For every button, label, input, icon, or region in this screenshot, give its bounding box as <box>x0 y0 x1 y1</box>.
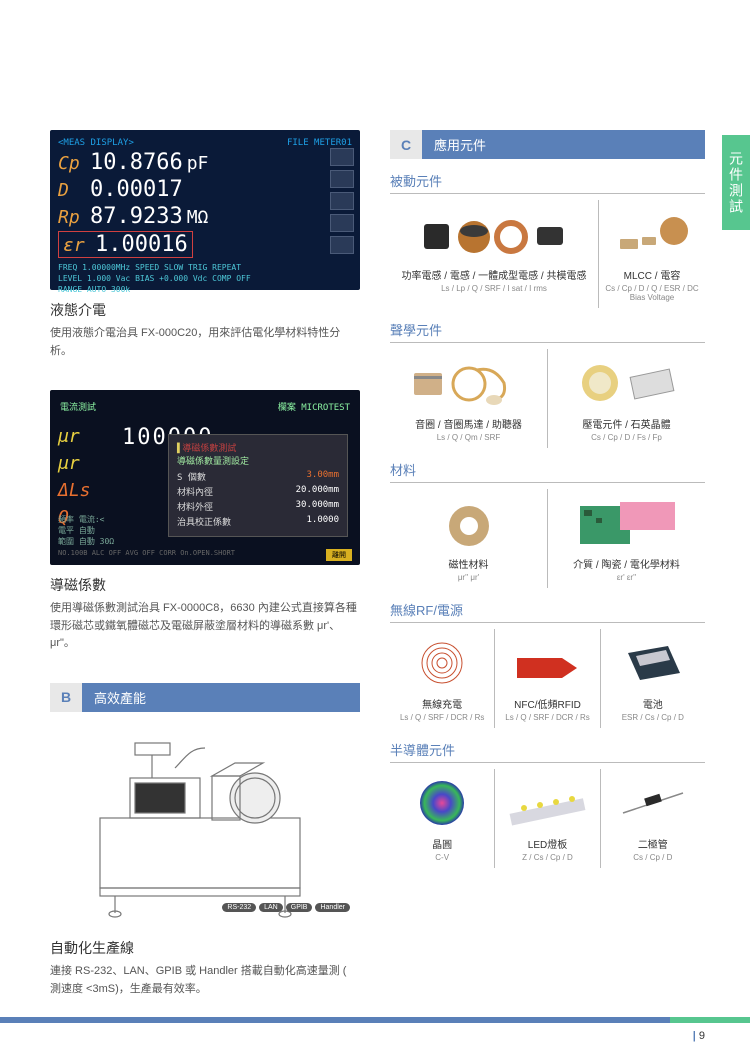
lcd1-header-left: <MEAS DISPLAY> <box>58 138 134 148</box>
lcd1-val-rp: 87.9233 <box>90 204 183 229</box>
lcd-display-meas: <MEAS DISPLAY> FILE METER01 Cp10.8766pF … <box>50 130 360 290</box>
lcd1-unit-rp: MΩ <box>187 207 209 228</box>
diode-illustration <box>603 775 703 830</box>
lcd2-settings-panel: ▌導磁係數測試 導磁係數量測設定 S 個數3.00mm 材料內徑20.000mm… <box>168 434 348 537</box>
heading-semi: 半導體元件 <box>390 740 705 763</box>
lcd1-unit-cp: pF <box>187 153 209 174</box>
heading-material: 材料 <box>390 460 705 483</box>
desc-liquid: 使用液態介電治具 FX-000C20，用來評估電化學材料特性分析。 <box>50 325 360 360</box>
lcd2-exit-button: 離開 <box>326 549 352 561</box>
heading-acoustic: 聲學元件 <box>390 320 705 343</box>
mlcc-illustration <box>601 206 703 261</box>
desc-mag: 使用導磁係數測試治具 FX-0000C8，6630 內建公式直接算各種環形磁芯或… <box>50 600 360 653</box>
section-b-header: B 高效產能 <box>50 683 360 712</box>
grid-rf: 無線充電 Ls / Q / SRF / DCR / Rs NFC/低頻RFID … <box>390 629 705 728</box>
wireless-charge-illustration <box>392 635 492 690</box>
led-board-illustration <box>497 775 597 830</box>
lcd1-row-er-box: εr1.00016 <box>58 231 193 258</box>
battery-illustration <box>603 635 703 690</box>
lcd1-header-right: FILE METER01 <box>287 138 352 148</box>
heading-passive: 被動元件 <box>390 171 705 194</box>
grid-material: 磁性材料 μr'' μr' 介質 / 陶瓷 / 電化學材料 εr' εr'' <box>390 489 705 588</box>
lcd1-label-d: D <box>58 180 90 201</box>
footer-bar <box>0 1017 750 1023</box>
grid-passive: 功率電感 / 電感 / 一體成型電感 / 共模電感 Ls / Lp / Q / … <box>390 200 705 308</box>
desc-auto: 連接 RS-232、LAN、GPIB 或 Handler 搭載自動化高速量測 (… <box>50 963 360 998</box>
nfc-rfid-illustration <box>497 635 597 690</box>
dielectric-illustration <box>550 495 703 550</box>
section-c-header: C 應用元件 <box>390 130 705 159</box>
heading-rf: 無線RF/電源 <box>390 600 705 623</box>
lcd1-val-cp: 10.8766 <box>90 150 183 175</box>
equipment-drawing: RS-232 LAN GPIB Handler <box>50 718 360 928</box>
wafer-illustration <box>392 775 492 830</box>
lcd1-label-rp: Rp <box>58 207 90 228</box>
grid-acoustic: 音圈 / 音圈馬達 / 助聽器 Ls / Q / Qm / SRF 壓電元件 /… <box>390 349 705 448</box>
magnetic-material-illustration <box>392 495 545 550</box>
lcd1-label-cp: Cp <box>58 153 90 174</box>
voice-coil-illustration <box>392 355 545 410</box>
equipment-tags: RS-232 LAN GPIB Handler <box>222 903 350 912</box>
inductor-illustration <box>392 206 596 261</box>
lcd1-val-d: 0.00017 <box>90 177 183 202</box>
lcd2-bottom-status: 頻率 電流:< 電平 自動 範圍 自動 30Ω <box>58 514 114 547</box>
lcd1-status: FREQ 1.00000MHz SPEED SLOW TRIG REPEAT L… <box>58 262 352 296</box>
caption-mag: 導磁係數 <box>50 575 360 595</box>
side-tab: 元件測試 <box>722 135 750 230</box>
grid-semi: 晶圓 C-V LED燈板 Z / Cs / Cp / D 二極管 Cs / Cp… <box>390 769 705 868</box>
lcd1-side-buttons <box>330 148 354 254</box>
lcd-display-mag: 電流測試欄案 MICROTEST μr μr ΔLs Q 100000 ▌導磁係… <box>50 390 360 565</box>
caption-liquid: 液態介電 <box>50 300 360 320</box>
caption-auto: 自動化生產線 <box>50 938 360 958</box>
piezo-illustration <box>550 355 703 410</box>
page-number: | 9 <box>693 1030 705 1042</box>
